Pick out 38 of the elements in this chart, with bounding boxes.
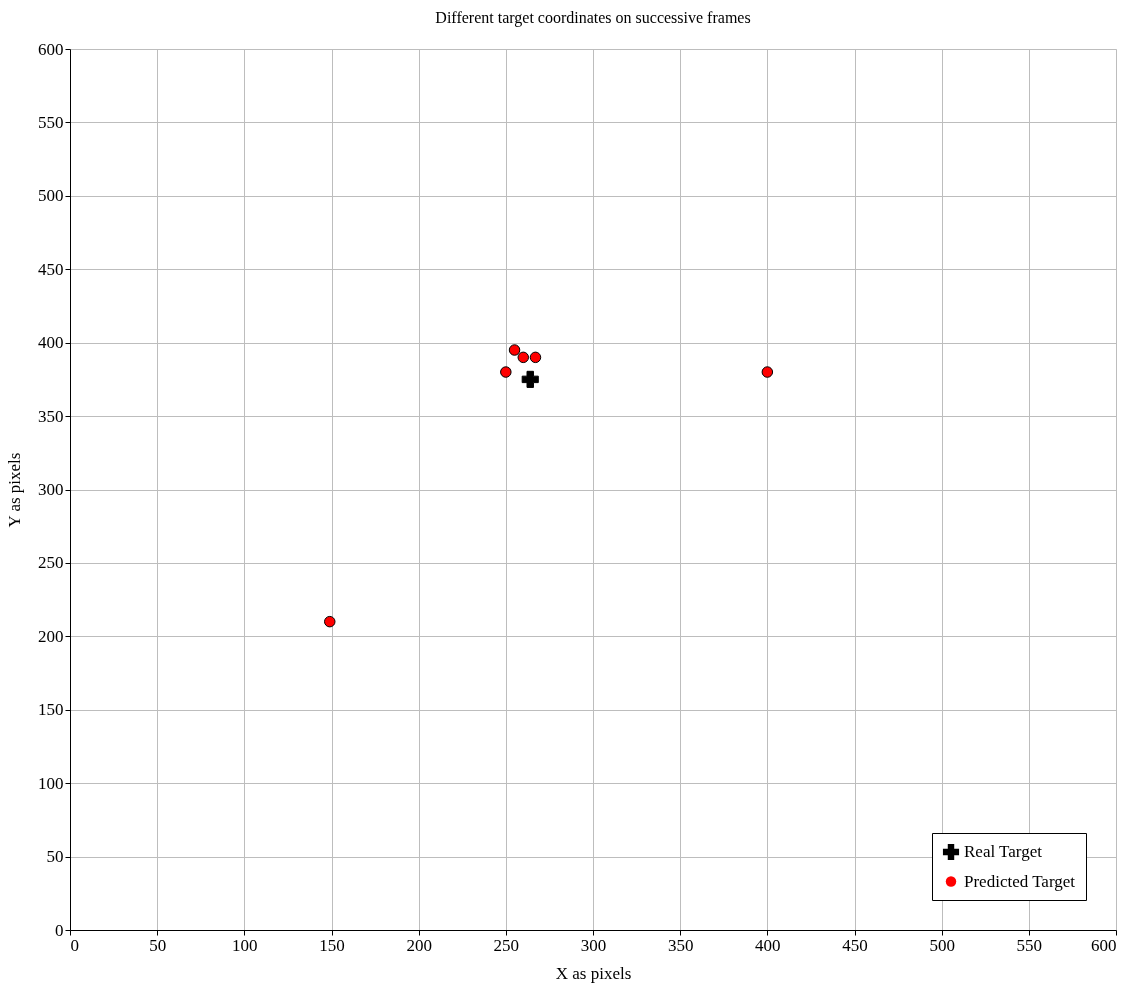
y-tick-label: 600: [38, 39, 64, 59]
y-tick-label: 250: [38, 553, 64, 573]
point: [529, 351, 542, 364]
x-tick-label: 550: [1016, 935, 1043, 955]
point: [761, 366, 774, 378]
point: [324, 615, 336, 628]
point: [521, 370, 539, 388]
point: [500, 366, 512, 378]
y-axis-title: Y as pixels: [5, 452, 24, 528]
x-tick-label: 300: [580, 935, 607, 955]
x-tick-label: 350: [667, 935, 694, 955]
x-tick-label: 600: [1091, 935, 1117, 955]
point: [517, 351, 530, 364]
x-tick-label: 200: [406, 935, 432, 955]
y-tick-label: 450: [38, 259, 64, 279]
x-tick-label: 50: [149, 935, 167, 955]
legend-label: Real Target: [964, 842, 1043, 861]
y-tick-label: 400: [38, 333, 64, 353]
y-tick-label: 50: [46, 847, 64, 867]
x-tick-label: 250: [493, 935, 520, 955]
x-tick-label: 450: [842, 935, 868, 955]
y-tick-label: 100: [38, 773, 64, 793]
x-tick-label: 400: [755, 935, 781, 955]
x-tick-label: 150: [319, 935, 345, 955]
y-tick-label: 200: [38, 626, 64, 646]
x-tick-label: 0: [70, 935, 79, 955]
y-tick-label: 0: [55, 920, 64, 940]
x-tick-label: 100: [232, 935, 258, 955]
x-tick-label: 500: [929, 935, 955, 955]
chart-title: Different target coordinates on successive frames: [435, 9, 751, 27]
y-tick-label: 500: [38, 186, 64, 206]
y-tick-label: 300: [38, 480, 64, 499]
x-axis-title: X as pixels: [555, 963, 632, 983]
y-tick-label: 350: [38, 406, 64, 426]
legend-label: Predicted Target: [964, 871, 1076, 891]
y-tick-label: 550: [38, 112, 64, 132]
point: [508, 344, 521, 356]
y-tick-label: 150: [38, 700, 64, 720]
